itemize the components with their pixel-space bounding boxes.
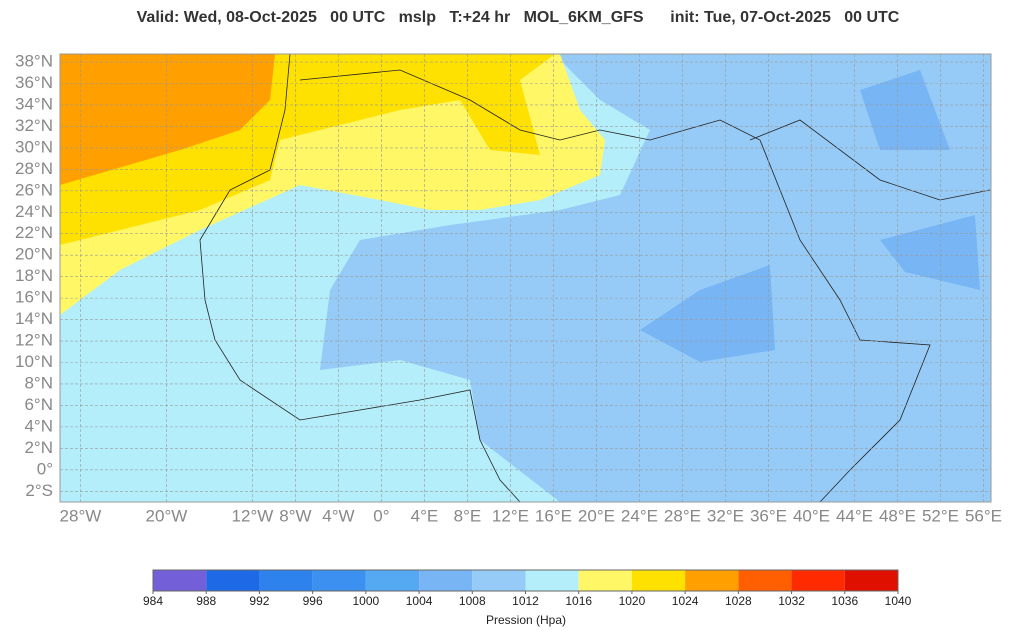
y-tick-label: 10°N bbox=[15, 352, 53, 371]
colorbar-bin bbox=[365, 570, 420, 591]
y-tick-label: 2°N bbox=[24, 438, 53, 457]
x-tick-label: 36°E bbox=[750, 506, 787, 525]
colorbar-tick-label: 1036 bbox=[831, 594, 858, 608]
y-tick-label: 34°N bbox=[15, 94, 53, 113]
colorbar-bin bbox=[153, 570, 207, 591]
x-tick-label: 40°E bbox=[793, 506, 830, 525]
x-tick-label: 8°E bbox=[454, 506, 482, 525]
y-tick-label: 2°S bbox=[25, 481, 53, 500]
colorbar-bin bbox=[472, 570, 526, 591]
colorbar-bin bbox=[685, 570, 739, 591]
y-tick-label: 26°N bbox=[15, 180, 53, 199]
y-tick-label: 32°N bbox=[15, 116, 53, 135]
pressure-region bbox=[640, 265, 775, 362]
y-tick-label: 8°N bbox=[24, 373, 53, 392]
colorbar-tick-label: 984 bbox=[143, 594, 163, 608]
colorbar-tick-label: 992 bbox=[249, 594, 269, 608]
colorbar-bin bbox=[631, 570, 686, 591]
colorbar-tick-label: 1032 bbox=[778, 594, 805, 608]
x-tick-label: 52°E bbox=[922, 506, 959, 525]
colorbar-tick-label: 1016 bbox=[565, 594, 592, 608]
x-tick-label: 32°E bbox=[707, 506, 744, 525]
y-tick-label: 12°N bbox=[15, 331, 53, 350]
colorbar-tick-label: 996 bbox=[303, 594, 323, 608]
colorbar-bin bbox=[578, 570, 632, 591]
x-tick-label: 48°E bbox=[879, 506, 916, 525]
y-tick-label: 16°N bbox=[15, 288, 53, 307]
coastline bbox=[199, 53, 991, 503]
colorbar-tick-label: 1024 bbox=[672, 594, 699, 608]
x-tick-label: 44°E bbox=[836, 506, 873, 525]
y-tick-label: 22°N bbox=[15, 223, 53, 242]
colorbar-tick-label: 1028 bbox=[725, 594, 752, 608]
x-tick-label: 12°W bbox=[232, 506, 274, 525]
pressure-region bbox=[320, 54, 991, 502]
x-tick-label: 12°E bbox=[492, 506, 529, 525]
x-tick-label: 0° bbox=[373, 506, 389, 525]
y-tick-label: 38°N bbox=[15, 52, 53, 71]
x-tick-label: 24°E bbox=[621, 506, 658, 525]
colorbar-tick-label: 1000 bbox=[353, 594, 380, 608]
y-tick-label: 0° bbox=[37, 459, 53, 478]
y-tick-label: 24°N bbox=[15, 202, 53, 221]
pressure-region bbox=[60, 54, 275, 185]
colorbar-bin bbox=[525, 570, 579, 591]
y-tick-label: 14°N bbox=[15, 309, 53, 328]
x-tick-label: 56°E bbox=[965, 506, 1002, 525]
title: Valid: Wed, 08-Oct-2025 00 UTC mslp T:+2… bbox=[137, 9, 900, 26]
x-tick-label: 16°E bbox=[535, 506, 572, 525]
colorbar-bin bbox=[206, 570, 260, 591]
colorbar-bin bbox=[738, 570, 792, 591]
grid bbox=[60, 54, 991, 502]
x-tick-label: 4°E bbox=[411, 506, 439, 525]
y-tick-label: 20°N bbox=[15, 245, 53, 264]
colorbar-label: Pression (Hpa) bbox=[486, 613, 566, 627]
colorbar-tick-label: 1012 bbox=[512, 594, 539, 608]
y-tick-label: 30°N bbox=[15, 137, 53, 156]
y-tick-label: 6°N bbox=[24, 395, 53, 414]
y-tick-label: 18°N bbox=[15, 266, 53, 285]
x-tick-label: 28°E bbox=[664, 506, 701, 525]
colorbar-tick-label: 1040 bbox=[885, 594, 912, 608]
colorbar-tick-label: 1004 bbox=[406, 594, 433, 608]
colorbar-tick-label: 1008 bbox=[459, 594, 486, 608]
colorbar-bin bbox=[791, 570, 845, 591]
x-tick-label: 28°W bbox=[60, 506, 102, 525]
map-frame bbox=[59, 53, 992, 503]
colorbar-bin bbox=[259, 570, 313, 591]
x-tick-label: 8°W bbox=[279, 506, 311, 525]
colorbar-tick-label: 988 bbox=[196, 594, 216, 608]
y-tick-label: 36°N bbox=[15, 73, 53, 92]
colorbar-bin bbox=[844, 570, 898, 591]
map bbox=[59, 53, 992, 503]
pressure-region bbox=[860, 70, 950, 150]
x-tick-label: 4°W bbox=[322, 506, 354, 525]
colorbar-tick-label: 1020 bbox=[619, 594, 646, 608]
colorbar: 984 988 992 996 1000 1004 1008 1012 1016 1020 1024… bbox=[143, 569, 912, 608]
y-tick-label: 4°N bbox=[24, 416, 53, 435]
colorbar-bin bbox=[419, 570, 473, 591]
x-tick-label: 20°E bbox=[578, 506, 615, 525]
x-tick-label: 20°W bbox=[146, 506, 188, 525]
colorbar-bin bbox=[312, 570, 366, 591]
y-tick-label: 28°N bbox=[15, 159, 53, 178]
